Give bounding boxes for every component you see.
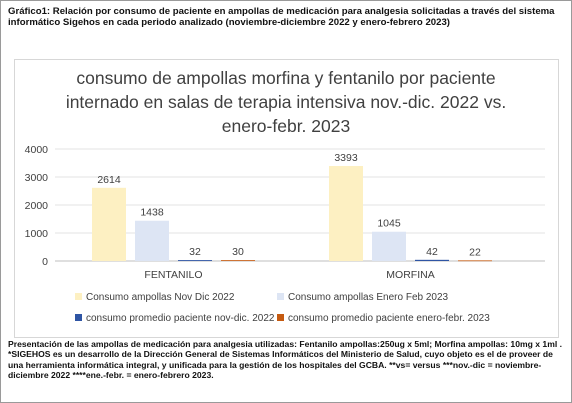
bar-morfina-series3 <box>415 259 449 261</box>
y-tick-label: 0 <box>42 256 48 268</box>
data-label: 42 <box>426 246 438 258</box>
bar-chart: consumo de ampollas morfina y fentanilo … <box>25 68 545 324</box>
y-tick-label: 4000 <box>25 144 49 156</box>
y-tick-label: 1000 <box>25 228 49 240</box>
chart-title-line: enero-febr. 2023 <box>222 116 350 136</box>
data-label: 30 <box>232 246 244 258</box>
y-tick-label: 3000 <box>25 172 49 184</box>
data-label: 3393 <box>334 152 358 164</box>
legend-label: consumo promedio paciente nov-dic. 2022 <box>86 313 275 324</box>
figure-caption-top: Gráfico1: Relación por consumo de pacien… <box>8 6 555 29</box>
data-label: 32 <box>189 246 201 258</box>
bar-fentanilo-series1 <box>92 187 126 261</box>
legend-swatch <box>75 314 82 321</box>
bar-fentanilo-series2 <box>135 220 169 261</box>
data-label: 1438 <box>140 207 164 219</box>
legend-label: consumo promedio paciente enero-febr. 20… <box>288 313 490 324</box>
chart-container: consumo de ampollas morfina y fentanilo … <box>14 59 559 338</box>
data-label: 22 <box>469 246 481 258</box>
category-label: FENTANILO <box>144 269 202 281</box>
data-label: 2614 <box>97 174 121 186</box>
bar-morfina-series2 <box>372 231 406 261</box>
y-tick-label: 2000 <box>25 200 49 212</box>
legend-swatch <box>277 314 284 321</box>
legend-swatch <box>277 293 284 300</box>
data-label: 1045 <box>377 218 401 230</box>
legend-swatch <box>75 293 82 300</box>
bar-morfina-series1 <box>329 165 363 261</box>
chart-title-line: internado en salas de terapia intensiva … <box>66 92 506 112</box>
category-label: MORFINA <box>386 269 434 281</box>
bar-fentanilo-series4 <box>221 260 255 261</box>
bar-fentanilo-series3 <box>178 260 212 261</box>
figure-caption-bottom: Presentación de las ampollas de medicaci… <box>8 339 562 381</box>
legend-label: Consumo ampollas Nov Dic 2022 <box>86 292 235 303</box>
legend-label: Consumo ampollas Enero Feb 2023 <box>288 292 449 303</box>
chart-title-line: consumo de ampollas morfina y fentanilo … <box>76 68 495 88</box>
bar-morfina-series4 <box>458 260 492 262</box>
